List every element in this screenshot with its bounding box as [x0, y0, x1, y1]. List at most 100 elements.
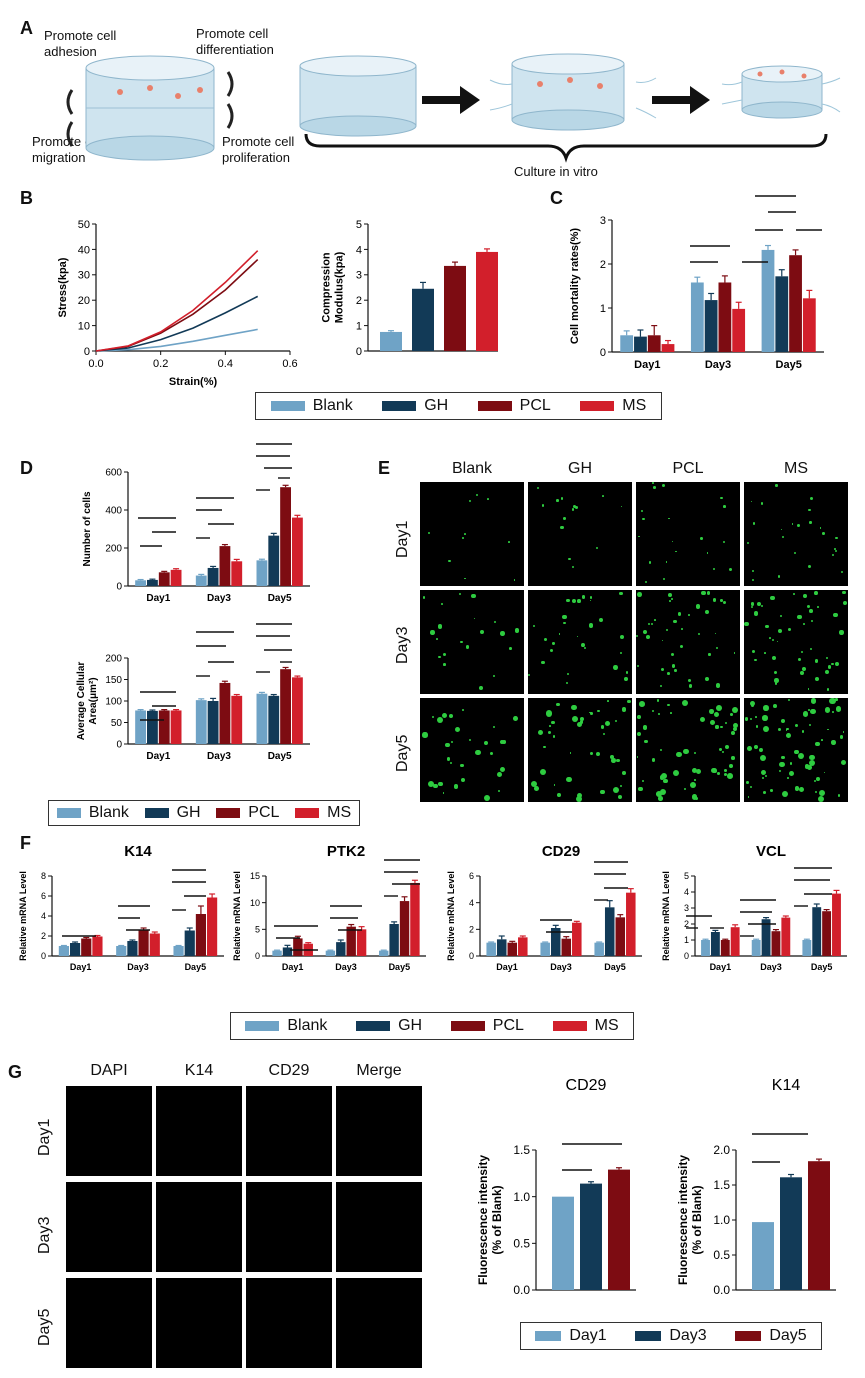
cell-dot: [552, 735, 556, 738]
cell-dot: [660, 684, 663, 688]
cell-dot: [815, 777, 820, 782]
cell-dot: [720, 599, 723, 603]
cell-dot: [431, 715, 434, 718]
bar-ms: [207, 897, 218, 956]
cell-dot: [642, 725, 648, 730]
y-tick-label: 1.0: [513, 1190, 530, 1204]
cell-dot: [759, 754, 766, 762]
cell-dot: [713, 711, 719, 717]
cell-dot: [789, 761, 793, 765]
bar-blank: [761, 249, 775, 352]
cell-dot: [483, 794, 490, 801]
legend-item-blank: Blank: [245, 1017, 327, 1035]
y-tick-label: 0.5: [713, 1248, 730, 1262]
cell-dot: [699, 716, 705, 723]
legend-item-pcl: PCL: [450, 1017, 524, 1035]
cell-dot: [442, 652, 447, 656]
cell-dot: [545, 710, 552, 717]
bar-blank: [594, 942, 604, 956]
cell-dot: [567, 672, 569, 675]
cell-dot: [583, 646, 587, 650]
cell-dot: [668, 517, 670, 520]
cell-dot: [571, 565, 575, 569]
cell-dot: [795, 724, 799, 728]
x-tick-label: Day3: [760, 962, 782, 972]
cell-dot: [843, 601, 848, 606]
cell-dot: [667, 704, 670, 707]
cell-dot: [694, 751, 697, 754]
cell-dot: [648, 561, 651, 564]
cell-dot: [831, 662, 835, 666]
cell-dot: [422, 732, 428, 738]
cell-dot: [553, 784, 556, 786]
legend-bc: Blank GH PCL MS: [255, 392, 662, 420]
y-tick-label: 0: [116, 740, 122, 751]
y-tick-label: 100: [105, 697, 122, 708]
cell-dot: [762, 791, 766, 795]
cell-dot: [809, 647, 813, 651]
y-tick-label: 3: [356, 270, 362, 282]
x-tick-label: Day3: [550, 962, 572, 972]
cell-dot: [777, 575, 781, 578]
micrograph-g-r0-c3: [336, 1086, 422, 1176]
cell-dot: [566, 598, 570, 603]
y-tick-label: 5: [684, 871, 689, 881]
y-tick-label: 2: [41, 931, 46, 941]
x-tick-label: 0.6: [282, 358, 297, 370]
cell-dot: [580, 720, 584, 724]
bar-pcl: [561, 938, 572, 956]
cell-dot: [841, 590, 846, 595]
cell-dot: [673, 619, 677, 624]
cell-dot: [449, 762, 452, 765]
cell-dot: [537, 729, 543, 735]
cell-dot: [666, 628, 669, 631]
bar-blank: [173, 946, 184, 956]
cell-dot: [732, 722, 739, 729]
cell-dot: [778, 728, 782, 732]
cell-dot: [445, 742, 450, 747]
scaffold-cylinder-1: [299, 55, 417, 137]
cell-dot: [714, 632, 717, 635]
cell-dot: [654, 619, 656, 621]
cell-dot: [558, 633, 561, 636]
cell-dot: [577, 722, 583, 728]
bar-blank: [486, 942, 496, 956]
cell-dot: [557, 793, 561, 797]
cell-dot: [802, 667, 807, 672]
cell-dot: [840, 570, 843, 573]
bar-ms: [832, 893, 841, 956]
bar-gh: [704, 300, 718, 352]
cell-dot: [822, 532, 825, 535]
cell-dot: [793, 592, 796, 595]
cell-dot: [661, 639, 664, 642]
cell-dot: [479, 629, 485, 634]
g-row-day5: Day5: [36, 1308, 53, 1346]
cell-dot: [602, 495, 605, 498]
y-tick-label: 0: [356, 346, 362, 358]
cell-dot: [441, 712, 448, 719]
cell-dot: [618, 794, 623, 799]
cell-dot: [669, 712, 672, 715]
cell-dot: [468, 499, 472, 502]
x-tick-label: Day5: [185, 962, 207, 972]
panel-label-c: C: [550, 188, 563, 208]
cell-dot: [775, 682, 778, 685]
panel-label-g: G: [8, 1062, 23, 1082]
cell-dot: [637, 732, 642, 736]
cell-dot: [668, 600, 671, 603]
e-col-pcl: PCL: [672, 460, 704, 477]
bar-pcl: [720, 940, 730, 956]
x-tick-label: Day5: [776, 359, 802, 371]
y-tick-label: 0: [469, 951, 474, 961]
bar-pcl: [346, 926, 356, 956]
cell-dot: [814, 659, 818, 663]
x-tick-label: Day5: [389, 962, 411, 972]
y-tick-label: 200: [105, 544, 122, 555]
cell-dot: [541, 660, 545, 665]
bar-blank: [116, 946, 127, 956]
bar-blank: [380, 331, 402, 351]
cell-dot: [803, 711, 809, 717]
bar-pcl: [219, 682, 231, 744]
cell-dot: [730, 730, 735, 735]
legend-label-gh: GH: [176, 804, 201, 821]
